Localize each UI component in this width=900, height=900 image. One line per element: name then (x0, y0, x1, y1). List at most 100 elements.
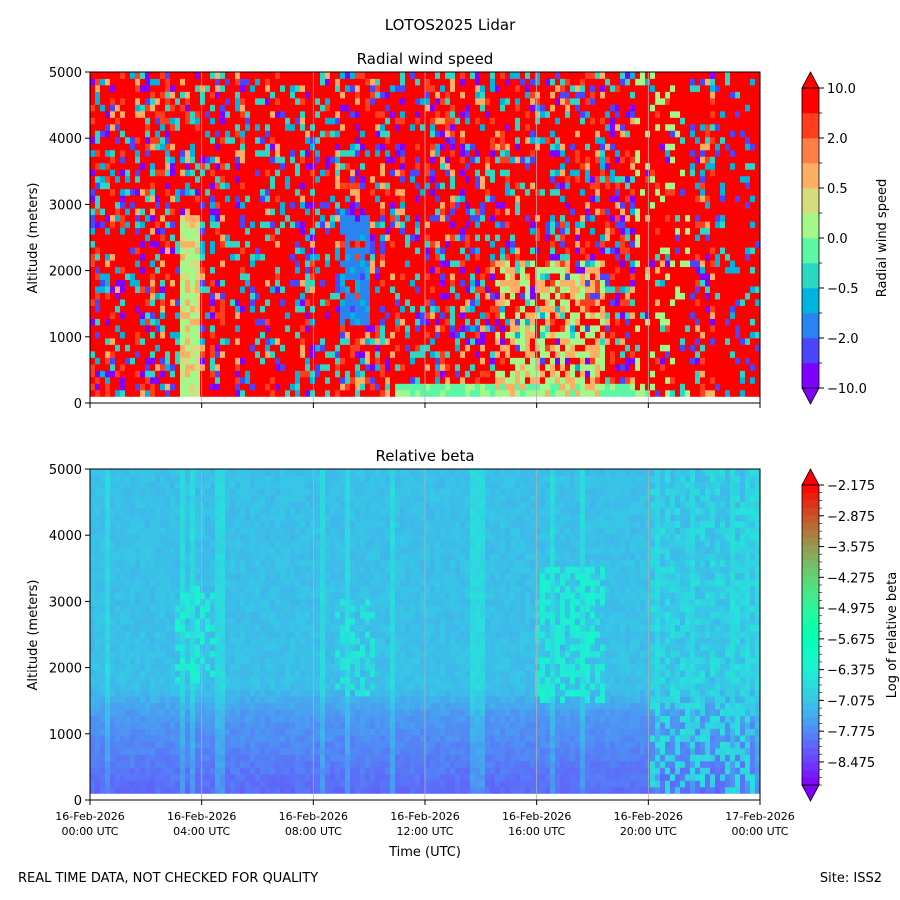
wind-cell (550, 123, 556, 131)
wind-cell (445, 201, 451, 209)
wind-cell (280, 273, 286, 281)
wind-cell (275, 299, 281, 306)
wind-cell (580, 279, 586, 287)
wind-cell (310, 182, 316, 190)
wind-cell (580, 182, 586, 190)
wind-cell (290, 389, 296, 397)
wind-cell (565, 182, 571, 190)
wind-cell (260, 337, 266, 345)
wind-cell (555, 299, 561, 306)
wind-cell (365, 123, 371, 131)
wind-cell (210, 78, 216, 86)
wind-cell (310, 350, 316, 358)
wind-cell (490, 299, 496, 306)
wind-cell (220, 156, 226, 164)
wind-cell (565, 208, 571, 216)
wind-cell (130, 136, 136, 144)
wind-cell (320, 260, 326, 268)
wind-cell (515, 143, 521, 151)
wind-cell (320, 299, 326, 306)
wind-cell (145, 376, 151, 384)
wind-cell (560, 117, 566, 125)
wind-cell (475, 136, 481, 144)
wind-cell (95, 273, 101, 281)
wind-cell (160, 117, 166, 125)
wind-cell (450, 227, 456, 235)
wind-cell (395, 247, 401, 255)
wind-cell (355, 208, 361, 216)
wind-cell (455, 389, 461, 397)
wind-cell (315, 363, 321, 371)
wind-cell (325, 117, 331, 125)
wind-cell (190, 312, 196, 319)
wind-cell (110, 247, 116, 255)
wind-cell (320, 188, 326, 196)
wind-cell (125, 162, 131, 170)
wind-cell (215, 370, 221, 378)
wind-cell (585, 312, 591, 319)
wind-cell (300, 169, 306, 177)
wind-cell (310, 110, 316, 118)
wind-cell (580, 110, 586, 118)
wind-cell (250, 156, 256, 164)
wind-cell (515, 370, 521, 378)
wind-cell (375, 376, 381, 384)
wind-cell (245, 312, 251, 319)
wind-cell (265, 357, 271, 365)
wind-cell (390, 78, 396, 86)
wind-cell (420, 91, 426, 99)
wind-cell (450, 299, 456, 306)
wind-cell (485, 350, 491, 358)
wind-cell (155, 169, 161, 177)
wind-cell (220, 110, 226, 118)
wind-cell (345, 234, 351, 242)
wind-cell (440, 188, 446, 196)
wind-cell (180, 305, 186, 313)
wind-cell (415, 97, 421, 105)
wind-cell (275, 383, 281, 391)
wind-cell (235, 110, 241, 118)
wind-cell (355, 318, 361, 326)
wind-cell (285, 305, 291, 313)
wind-cell (455, 123, 461, 131)
wind-cell (180, 143, 186, 151)
wind-cell (440, 370, 446, 378)
wind-cell (495, 247, 501, 255)
wind-cell (525, 312, 531, 319)
wind-cell (330, 260, 336, 268)
wind-cell (545, 273, 551, 281)
wind-cell (295, 130, 301, 138)
wind-cell (145, 156, 151, 164)
wind-cell (305, 201, 311, 209)
wind-cell (305, 240, 311, 248)
wind-cell (505, 143, 511, 151)
wind-cell (465, 286, 471, 293)
wind-cell (255, 97, 261, 105)
wind-cell (520, 117, 526, 125)
wind-cell (510, 169, 516, 177)
wind-cell (420, 357, 426, 365)
wind-cell (465, 91, 471, 99)
wind-cell (310, 305, 316, 313)
wind-cell (260, 195, 266, 203)
wind-cell (460, 389, 466, 397)
wind-cell (285, 91, 291, 99)
wind-cell (530, 389, 536, 397)
wind-cell (415, 136, 421, 144)
wind-cell (400, 130, 406, 138)
wind-cell (440, 149, 446, 157)
wind-cell (525, 240, 531, 248)
wind-cell (220, 84, 226, 92)
wind-cell (475, 221, 481, 229)
wind-cell (180, 72, 186, 79)
wind-cell (115, 325, 121, 332)
wind-cell (510, 97, 516, 105)
wind-cell (340, 266, 346, 274)
wind-cell (245, 182, 251, 190)
wind-cell (155, 273, 161, 281)
wind-cell (345, 253, 351, 261)
wind-cell (250, 208, 256, 216)
wind-cell (125, 370, 131, 378)
wind-cell (580, 247, 586, 255)
wind-cell (170, 175, 176, 183)
